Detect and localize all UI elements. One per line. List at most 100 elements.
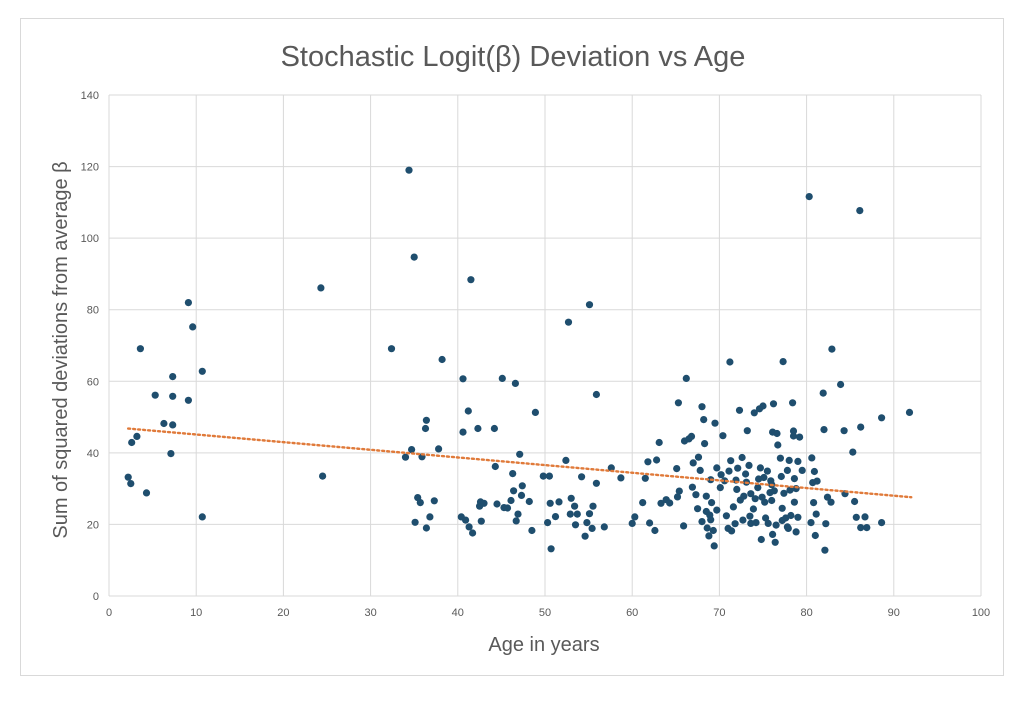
data-point [769,530,777,538]
data-point [773,429,781,438]
data-point [746,512,754,520]
data-point [777,472,785,481]
data-point [189,323,197,331]
data-point [812,510,820,518]
data-point [771,538,779,546]
data-point [784,524,792,532]
data-point [490,424,498,433]
data-point [592,479,601,487]
y-tick-label: 20 [87,519,99,531]
chart-title: Stochastic Logit(β) Deviation vs Age [281,41,746,73]
data-point [387,345,396,353]
data-point [498,374,506,382]
data-point [861,513,869,521]
data-point [878,414,886,422]
data-point [798,466,806,474]
data-point [674,399,683,407]
data-point [759,402,767,410]
data-point [694,505,702,513]
data-point [459,375,467,383]
y-tick-label: 60 [87,376,99,388]
data-point [849,448,857,456]
data-point [585,510,594,518]
data-point [710,542,718,550]
data-point [807,519,815,527]
data-point [480,499,488,507]
data-point [694,453,703,461]
x-tick-label: 90 [888,607,900,619]
x-axis-ticks: 0 10 20 30 40 50 60 70 80 90 100 [106,607,990,619]
y-tick-label: 80 [87,305,99,317]
data-point [571,502,579,510]
data-point [763,467,772,475]
data-point [430,497,438,505]
data-point [789,399,797,407]
data-point [760,473,768,482]
data-point [666,499,674,507]
data-point [745,461,753,469]
x-tick-label: 80 [800,607,812,619]
data-point [840,427,848,435]
data-point [856,207,864,215]
data-point [675,487,683,495]
data-point [805,193,813,201]
data-point [422,416,430,424]
data-point [405,166,413,174]
data-point [421,424,430,433]
data-point [819,389,827,397]
data-point [462,516,470,524]
data-point [768,496,776,505]
data-point [787,511,795,520]
data-point [789,432,798,440]
data-point [742,470,750,478]
data-point [628,519,636,527]
data-point [136,345,144,353]
data-point [711,419,719,427]
data-point [808,454,816,462]
data-point [698,518,706,526]
data-point [581,532,589,540]
data-point [762,514,770,522]
data-point [709,526,717,535]
data-point [751,495,759,503]
data-point [813,477,821,485]
data-point [133,432,141,440]
y-axis-title: Sum of squared deviations from average β [50,161,72,538]
data-point [411,518,419,526]
data-point [547,545,555,553]
y-tick-label: 140 [81,90,99,102]
data-point [688,483,697,491]
data-point [750,409,758,417]
data-point [422,524,430,532]
data-point [198,367,206,375]
data-point [644,458,652,466]
data-point [692,491,700,499]
data-point [517,491,526,499]
data-point [696,466,704,474]
y-tick-label: 120 [81,162,99,174]
data-point [747,490,755,498]
data-point [651,526,659,535]
data-point [764,519,772,527]
data-point [852,513,860,521]
data-point [503,504,512,512]
data-point [828,345,836,353]
data-point [477,517,485,525]
data-point [754,484,762,492]
data-point [713,464,721,472]
data-point [512,517,520,525]
data-points [124,166,914,554]
x-tick-label: 30 [364,607,376,619]
data-point [774,441,782,449]
data-point [438,355,446,364]
data-point [401,453,410,461]
data-point [738,453,746,462]
data-point [585,301,594,309]
data-point [566,510,574,518]
data-point [426,513,434,521]
data-point [680,522,688,530]
data-point [713,506,721,514]
data-point [778,504,786,512]
data-point [589,502,597,510]
data-point [657,499,665,507]
